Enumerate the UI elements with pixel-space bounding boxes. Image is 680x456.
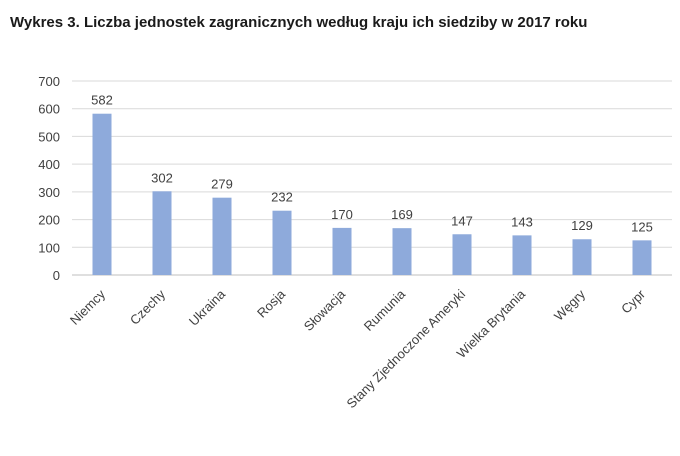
bar [272,210,292,275]
bar [152,191,172,275]
bar [572,239,592,275]
data-label: 147 [451,213,473,228]
bar [452,234,472,275]
x-axis-categories: Niemcy Czechy Ukraina Rosja Słowacja RumuniaS… [67,286,649,411]
data-label: 169 [391,207,413,222]
data-labels: 582 302 279 232 170 169 147 143 129 125 [91,93,653,235]
data-label: 232 [271,190,293,205]
data-label: 170 [331,207,353,222]
bar [512,235,532,275]
category-label: Ukraina [186,286,229,329]
chart-title: Wykres 3. Liczba jednostek zagranicznych… [10,14,588,31]
y-tick-label: 0 [53,268,60,283]
category-label: Czechy [127,286,169,328]
bar [632,240,652,275]
category-label: Stany Zjednoczone Ameryki [344,286,469,411]
bar [212,197,232,275]
category-label: Niemcy [67,286,109,328]
category-label: Cypr [618,286,648,316]
data-label: 143 [511,214,533,229]
data-label: 129 [571,218,593,233]
bars [92,113,652,276]
bar [332,227,352,275]
category-label: Rosja [254,286,289,321]
gridlines [72,80,672,276]
category-label: Rumunia [361,286,409,334]
y-tick-label: 200 [38,213,60,228]
category-label: Węgry [551,286,589,324]
y-tick-label: 100 [38,240,60,255]
y-tick-label: 600 [38,102,60,117]
y-tick-label: 500 [38,129,60,144]
y-axis-ticks: 0 100 200 300 400 500 600 700 [38,74,60,283]
y-tick-label: 400 [38,157,60,172]
bar [392,228,412,275]
bar [92,113,112,276]
data-label: 302 [151,170,173,185]
data-label: 125 [631,219,653,234]
category-label: Słowacja [301,286,349,334]
data-label: 582 [91,93,113,108]
y-tick-label: 300 [38,185,60,200]
data-label: 279 [211,177,233,192]
y-tick-label: 700 [38,74,60,89]
